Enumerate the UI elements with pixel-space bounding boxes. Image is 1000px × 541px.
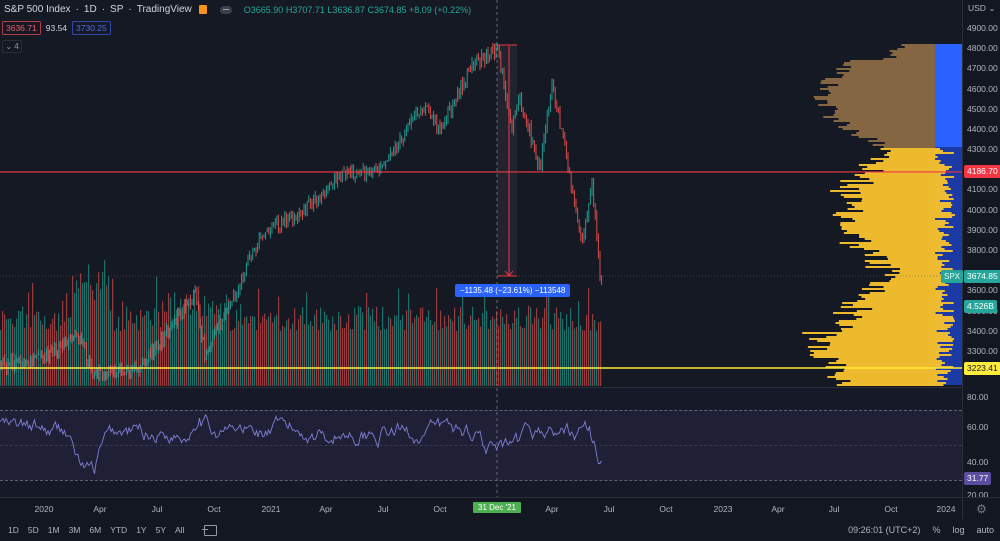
time-label: 2024 — [936, 504, 956, 514]
rsi-tick: 60.00 — [967, 422, 989, 432]
ohlc-values: O3665.90 H3707.71 L3636.87 C3674.85 +8.0… — [243, 4, 472, 15]
price-tick: 4300.00 — [967, 144, 998, 155]
time-label: Oct — [884, 504, 898, 514]
last-price-tag: 3674.85 — [964, 270, 1000, 283]
range-5d-button[interactable]: 5D — [27, 525, 39, 535]
range-1d-button[interactable]: 1D — [8, 525, 19, 535]
rsi-tick: 80.00 — [967, 392, 989, 402]
clock-timezone[interactable]: 09:26:01 (UTC+2) — [848, 525, 921, 535]
indicators-collapse-button[interactable]: ⌄ 4 — [2, 40, 22, 53]
time-label: Jul — [828, 504, 840, 514]
hide-icon[interactable] — [219, 5, 232, 14]
price-tick: 3300.00 — [967, 345, 998, 356]
range-all-button[interactable]: All — [175, 525, 185, 535]
chart-area[interactable]: S&P 500 Index · 1D · SP · TradingView O3… — [0, 0, 962, 498]
price-tick: 4500.00 — [967, 103, 998, 114]
price-tick: 3400.00 — [967, 325, 998, 336]
source-label: TradingView — [136, 4, 192, 15]
time-label: Apr — [93, 504, 107, 514]
range-1m-button[interactable]: 1M — [47, 525, 60, 535]
time-label: Jul — [603, 504, 615, 514]
time-label: 2020 — [34, 504, 54, 514]
rsi-line-canvas — [0, 388, 602, 498]
range-3m-button[interactable]: 3M — [68, 525, 81, 535]
symbol-price-label: SPX — [941, 270, 964, 283]
auto-scale-toggle[interactable]: auto — [976, 525, 994, 535]
range-5y-button[interactable]: 5Y — [155, 525, 166, 535]
rsi-current-tag: 31.77 — [964, 472, 992, 485]
price-tick: 3800.00 — [967, 245, 998, 255]
rsi-lower-line — [0, 480, 962, 481]
time-label: 2023 — [713, 504, 733, 514]
log-scale-toggle[interactable]: log — [952, 525, 965, 535]
time-label: Jul — [151, 504, 163, 514]
time-label: Apr — [319, 504, 333, 514]
range-1y-button[interactable]: 1Y — [136, 525, 147, 535]
measure-tool-label: −1135.48 (−23.61%) −113548 — [455, 284, 571, 297]
symbol-title[interactable]: S&P 500 Index — [4, 4, 71, 15]
percent-scale-toggle[interactable]: % — [932, 525, 941, 535]
range-6m-button[interactable]: 6M — [89, 525, 102, 535]
price-tick: 4400.00 — [967, 123, 998, 134]
rsi-tick: 20.00 — [967, 490, 989, 500]
time-label: Jul — [377, 504, 389, 514]
price-tick: 4700.00 — [967, 63, 998, 74]
price-tick: 4000.00 — [967, 204, 998, 215]
price-chart-canvas[interactable] — [0, 0, 962, 386]
rsi-tick: 40.00 — [967, 457, 989, 467]
rsi-mid-line — [0, 445, 962, 446]
time-label: Oct — [433, 504, 447, 514]
rsi-upper-line — [0, 410, 962, 411]
indicator-values-row: 3636.71 93.54 3730.25 — [2, 21, 111, 35]
rsi-band — [0, 410, 962, 480]
time-label: Oct — [207, 504, 221, 514]
spread-value: 93.54 — [45, 23, 68, 33]
price-tick: 3900.00 — [967, 224, 998, 235]
bid-price-box[interactable]: 3636.71 — [2, 21, 41, 35]
volume-tag: 4.526B — [964, 300, 997, 313]
time-axis[interactable]: 2020 Apr Jul Oct 2021 Apr Jul Oct 31 Dec… — [0, 497, 962, 519]
market-status-icon — [198, 5, 207, 14]
change-value: +8.09 (+0.22%) — [409, 4, 472, 15]
crosshair-date-label: 31 Dec '21 — [473, 502, 521, 513]
go-to-date-icon[interactable] — [202, 524, 218, 536]
symbol-legend: S&P 500 Index · 1D · SP · TradingView O3… — [4, 4, 472, 15]
resistance-price-tag: 4186.70 — [964, 165, 1000, 178]
rsi-pane[interactable] — [0, 387, 962, 498]
ask-price-box[interactable]: 3730.25 — [72, 21, 111, 35]
exchange-label: SP — [110, 4, 124, 15]
time-label: Apr — [545, 504, 559, 514]
price-axis[interactable]: USD ⌄ 4900.00 4800.00 4700.00 4600.00 4500.0… — [962, 0, 1000, 500]
interval-label[interactable]: 1D — [83, 4, 97, 15]
price-tick: 4600.00 — [967, 83, 998, 94]
price-tick: 4900.00 — [967, 23, 998, 33]
currency-selector[interactable]: USD ⌄ — [968, 3, 996, 13]
price-tick: 4100.00 — [967, 184, 998, 195]
time-label: Oct — [659, 504, 673, 514]
range-ytd-button[interactable]: YTD — [110, 525, 128, 535]
price-tick: 4800.00 — [967, 43, 998, 54]
price-pane[interactable] — [0, 0, 962, 386]
chart-settings-gear-icon[interactable]: ⚙ — [962, 497, 1000, 519]
time-label: Apr — [771, 504, 785, 514]
price-tick: 3600.00 — [967, 285, 998, 296]
support-price-tag: 3223.41 — [964, 362, 1000, 375]
bottom-toolbar: 1D 5D 1M 3M 6M YTD 1Y 5Y All 09:26:01 (U… — [0, 519, 1000, 541]
time-label: 2021 — [261, 504, 281, 514]
